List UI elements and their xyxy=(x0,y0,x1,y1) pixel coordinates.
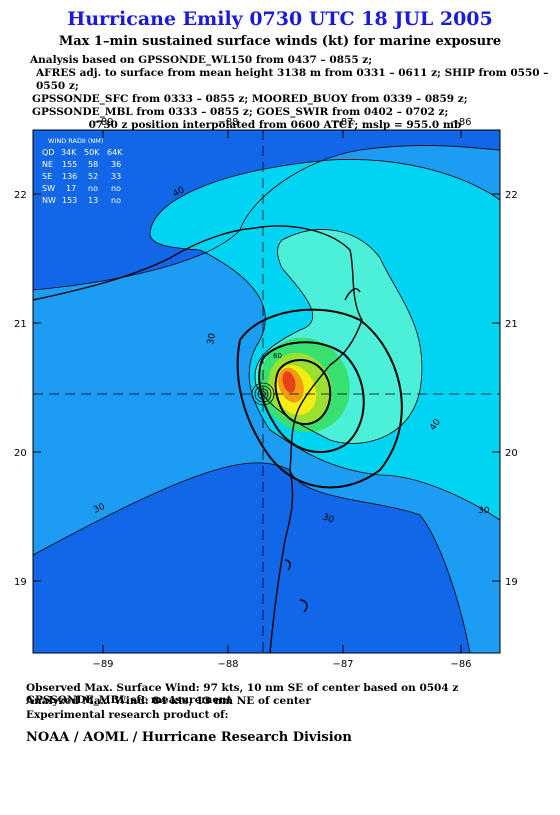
analysis-line: GPSSONDE_MBL from 0333 – 0855 z; GOES_SW… xyxy=(32,106,449,118)
svg-text:no: no xyxy=(88,184,98,193)
svg-text:no: no xyxy=(111,196,121,205)
svg-text:QD: QD xyxy=(42,148,54,157)
isotach-50 xyxy=(254,229,423,444)
svg-text:NE: NE xyxy=(42,160,53,169)
svg-text:58: 58 xyxy=(88,160,98,169)
svg-text:136: 136 xyxy=(62,172,77,181)
position-line: 0730 z position interpolated from 0600 A… xyxy=(88,119,462,131)
svg-text:64K: 64K xyxy=(107,148,123,157)
experimental-note: Experimental research product of: xyxy=(26,709,229,721)
wind-radii-row: SW 17 no no xyxy=(42,184,121,193)
svg-text:34K: 34K xyxy=(61,148,77,157)
storm-radius-50kt xyxy=(258,341,365,454)
analyzed-max-wind: Analyzed Max. Wind: 84 kts, 13 nm NE of … xyxy=(26,695,311,707)
lat-label-left: 19 xyxy=(14,577,27,588)
svg-text:SE: SE xyxy=(42,172,52,181)
isotach-30-south xyxy=(33,462,471,653)
svg-text:13: 13 xyxy=(88,196,98,205)
lon-label-top: −89 xyxy=(92,117,113,128)
svg-text:36: 36 xyxy=(111,160,121,169)
svg-text:33: 33 xyxy=(111,172,121,181)
map-frame xyxy=(32,129,501,654)
page-title: Hurricane Emily 0730 UTC 18 JUL 2005 xyxy=(67,8,493,30)
analysis-line: AFRES adj. to surface from mean height 3… xyxy=(36,67,549,92)
lat-label-left: 22 xyxy=(14,190,27,201)
wind-radii-header: QD 34K 50K 64K xyxy=(42,148,123,157)
analysis-sources: Analysis based on GPSSONDE_WL150 from 04… xyxy=(30,54,560,132)
lon-label-bottom: −89 xyxy=(92,659,113,670)
contour-label: 30 xyxy=(92,502,107,516)
lon-label-top: −88 xyxy=(217,117,238,128)
svg-text:17: 17 xyxy=(66,184,76,193)
lon-label-top: −86 xyxy=(450,117,471,128)
lat-label-right: 19 xyxy=(505,577,518,588)
svg-text:SW: SW xyxy=(42,184,55,193)
svg-text:no: no xyxy=(111,184,121,193)
svg-text:52: 52 xyxy=(88,172,98,181)
contour-label: 60 xyxy=(273,352,282,360)
lon-label-bottom: −88 xyxy=(217,659,238,670)
analysis-line: GPSSONDE_SFC from 0333 – 0855 z; MOORED_… xyxy=(32,93,468,105)
lat-label-left: 20 xyxy=(14,448,27,459)
lon-label-bottom: −87 xyxy=(332,659,353,670)
svg-text:50K: 50K xyxy=(84,148,100,157)
svg-text:NW: NW xyxy=(42,196,56,205)
wind-radii-row: NE 155 58 36 xyxy=(42,160,121,169)
hurricane-radius-64kt xyxy=(274,359,332,425)
lat-label-right: 20 xyxy=(505,448,518,459)
svg-text:153: 153 xyxy=(62,196,77,205)
lon-label-top: −87 xyxy=(332,117,353,128)
center-crosshair xyxy=(33,130,500,653)
lat-label-right: 22 xyxy=(505,190,518,201)
wind-radii-row: SE 136 52 33 xyxy=(42,172,121,181)
svg-text:155: 155 xyxy=(62,160,77,169)
contour-100 xyxy=(282,371,296,393)
gale-radius-34kt xyxy=(236,308,403,489)
lat-label-left: 21 xyxy=(14,319,27,330)
axis-ticks xyxy=(33,130,500,653)
wind-radii-table: WIND RADII (NM) QD 34K 50K 64K NE 155 58… xyxy=(42,137,123,205)
isotach-30 xyxy=(33,145,500,291)
lon-label-bottom: −86 xyxy=(450,659,471,670)
contour-label: 30 xyxy=(321,512,335,525)
coastline xyxy=(33,225,363,653)
wind-map: 40 30 30 30 40 30 60 WIND RADII (NM) QD … xyxy=(14,117,518,670)
wind-radii-row: NW 153 13 no xyxy=(42,196,121,205)
isotach-40 xyxy=(149,159,500,236)
organization: NOAA / AOML / Hurricane Research Divisio… xyxy=(26,730,352,745)
lat-label-right: 21 xyxy=(505,319,518,330)
wind-field: 40 30 30 30 40 30 60 WIND RADII (NM) QD … xyxy=(33,130,500,653)
contour-label: 30 xyxy=(478,506,490,516)
page-subtitle: Max 1–min sustained surface winds (kt) f… xyxy=(58,34,502,49)
wind-radii-title: WIND RADII (NM) xyxy=(48,137,103,145)
contour-label: 30 xyxy=(206,332,218,345)
analysis-line: Analysis based on GPSSONDE_WL150 from 04… xyxy=(30,54,373,66)
observed-max-wind: Observed Max. Surface Wind: 97 kts, 10 n… xyxy=(26,682,459,706)
